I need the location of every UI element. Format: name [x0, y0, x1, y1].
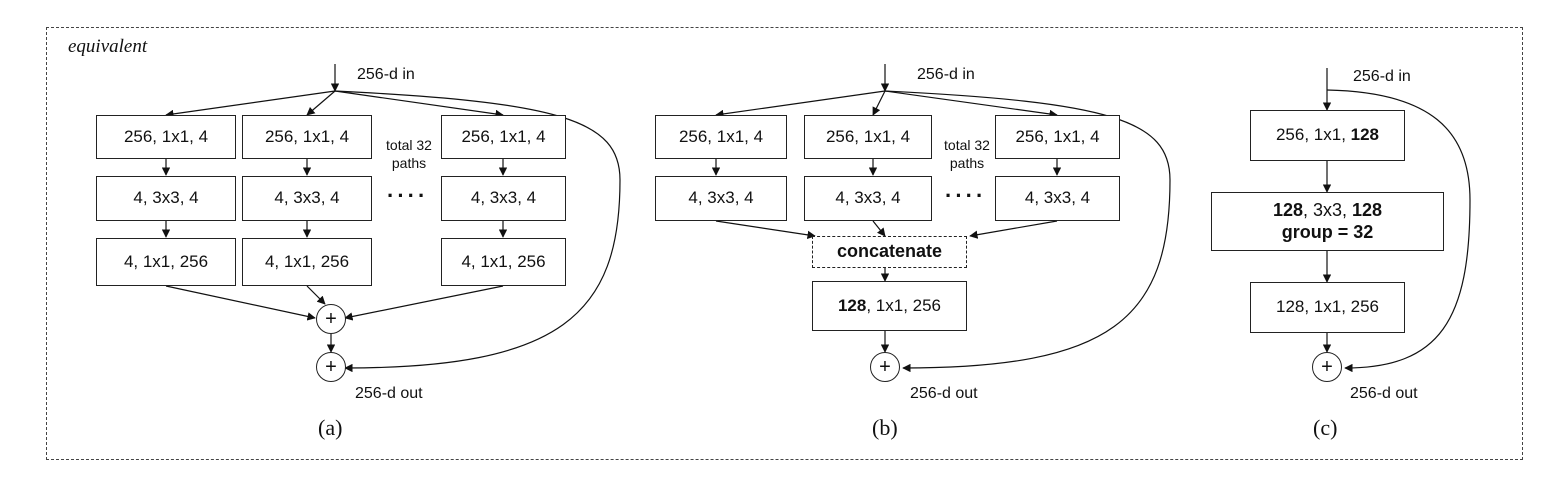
- b-concat-right: [969, 220, 1058, 239]
- c-grouped-out: 128: [1352, 199, 1383, 220]
- a-output-label: 256-d out: [355, 385, 423, 402]
- b-concat-left: [715, 220, 816, 240]
- a-input-label: 256-d in: [357, 66, 415, 83]
- b-shortcut: [884, 90, 1171, 373]
- c-output-label: 256-d out: [1350, 385, 1418, 402]
- b-final-rest: , 1x1, 256: [866, 295, 942, 315]
- a-fan-left: [165, 90, 336, 119]
- b-output-label: 256-d out: [910, 385, 978, 402]
- c-grouped-in: 128: [1272, 199, 1303, 220]
- b-final-bold: 128: [837, 295, 867, 315]
- a-sum-node: +: [316, 304, 346, 334]
- b-residual-add-node: +: [870, 352, 900, 382]
- b-fan-mid: [872, 90, 886, 116]
- a-residual-add-node: +: [316, 352, 346, 382]
- c-conv1-rest: 256, 1x1,: [1275, 125, 1351, 145]
- b-path2-conv2: 4, 3x3, 4: [804, 176, 932, 221]
- a-ellipsis: ····: [387, 183, 429, 208]
- a-path1-conv1: 256, 1x1, 4: [96, 115, 236, 159]
- c-caption: (c): [1313, 415, 1338, 440]
- c-grouped-conv: 128, 3x3, 128 group = 32: [1211, 192, 1444, 251]
- b-fan-left: [715, 90, 886, 119]
- a-merge-left: [165, 285, 316, 321]
- a-paths-note: total 32 paths: [386, 137, 432, 171]
- b-concat-mid: [872, 220, 886, 237]
- a-path1-conv3: 4, 1x1, 256: [96, 238, 236, 286]
- b-path32-conv1: 256, 1x1, 4: [995, 115, 1120, 159]
- b-path32-conv2: 4, 3x3, 4: [995, 176, 1120, 221]
- a-caption: (a): [318, 415, 343, 440]
- b-fan-right: [884, 90, 1058, 119]
- c-conv1-bold: 128: [1350, 125, 1380, 145]
- c-conv1: 256, 1x1, 128: [1250, 110, 1405, 161]
- c-grouped-kernel: , 3x3,: [1302, 199, 1353, 220]
- a-shortcut: [334, 90, 621, 373]
- b-path1-conv1: 256, 1x1, 4: [655, 115, 787, 159]
- a-path2-conv2: 4, 3x3, 4: [242, 176, 372, 221]
- a-path2-conv1: 256, 1x1, 4: [242, 115, 372, 159]
- c-residual-add-node: +: [1312, 352, 1342, 382]
- a-fan-mid: [306, 90, 336, 116]
- c-input-label: 256-d in: [1353, 68, 1411, 85]
- a-merge-right: [344, 285, 504, 321]
- b-caption: (b): [872, 415, 898, 440]
- a-path2-conv3: 4, 1x1, 256: [242, 238, 372, 286]
- a-path32-conv1: 256, 1x1, 4: [441, 115, 566, 159]
- a-fan-right: [334, 90, 504, 119]
- a-path32-conv3: 4, 1x1, 256: [441, 238, 566, 286]
- a-merge-mid: [306, 285, 326, 305]
- c-grouped-groups: group = 32: [1281, 221, 1374, 242]
- c-shortcut: [1326, 89, 1471, 373]
- b-path2-conv1: 256, 1x1, 4: [804, 115, 932, 159]
- b-input-label: 256-d in: [917, 66, 975, 83]
- b-final-conv: 128, 1x1, 256: [812, 281, 967, 331]
- a-path1-conv2: 4, 3x3, 4: [96, 176, 236, 221]
- b-paths-note: total 32 paths: [944, 137, 990, 171]
- a-path32-conv2: 4, 3x3, 4: [441, 176, 566, 221]
- c-conv3: 128, 1x1, 256: [1250, 282, 1405, 333]
- b-concatenate-box: concatenate: [812, 236, 967, 268]
- b-path1-conv2: 4, 3x3, 4: [655, 176, 787, 221]
- b-ellipsis: ····: [945, 183, 987, 208]
- diagram-frame: [46, 27, 1523, 460]
- equivalent-label: equivalent: [68, 36, 148, 57]
